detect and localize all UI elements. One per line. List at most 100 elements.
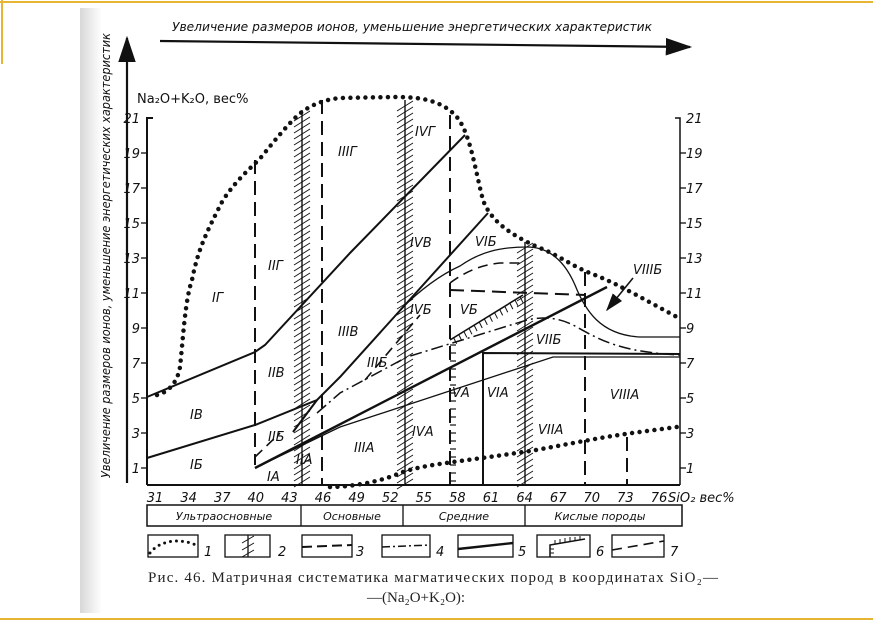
hatch-stroke — [516, 248, 534, 260]
hatch-stroke — [396, 448, 414, 460]
hatch-stroke — [293, 230, 311, 242]
x-tick-label: 34 — [180, 491, 197, 506]
hatch-stroke — [293, 308, 311, 320]
boundary-thin-a — [254, 356, 680, 469]
hatch-stroke — [293, 164, 311, 176]
hatch-stroke — [516, 272, 534, 284]
hatch-stroke — [396, 256, 414, 268]
caption-line-2: —(Na₂O+K₂O): — [366, 590, 465, 606]
hatch-stroke — [516, 338, 534, 350]
hatch-stroke — [516, 416, 534, 428]
hatch-stroke — [293, 356, 311, 368]
hatch-stroke — [293, 290, 311, 302]
tick-mark — [494, 312, 498, 319]
hatch-stroke — [516, 452, 534, 464]
hatch-stroke — [396, 166, 414, 178]
x-axis-label: SiO₂ вес% — [668, 491, 735, 506]
y-tick-label-right: 11 — [686, 287, 703, 302]
hatch-stroke — [293, 134, 311, 146]
y-tick-label-left: 15 — [123, 217, 140, 232]
hatch-stroke — [516, 446, 534, 458]
hatch-stroke — [293, 116, 311, 128]
left-axis — [146, 117, 153, 485]
hatch-stroke — [516, 440, 534, 452]
hatch-stroke — [396, 346, 414, 358]
hatch-stroke — [396, 118, 414, 130]
hatch-stroke — [396, 136, 414, 148]
boundary-iib — [292, 399, 318, 433]
field-label: IIГ — [268, 259, 285, 274]
dash-dot-boundary — [316, 317, 681, 414]
x-tick-label: 40 — [248, 491, 265, 506]
hatch-stroke — [293, 452, 311, 464]
hatch-stroke — [293, 458, 311, 470]
legend-item-solid: 5 — [457, 534, 526, 560]
hatch-stroke — [396, 334, 414, 346]
hatch-stroke — [293, 404, 311, 416]
tick-mark — [504, 306, 509, 313]
hatch-stroke — [293, 224, 311, 236]
hatch-stroke — [516, 278, 534, 290]
hatch-stroke — [396, 226, 414, 238]
hatch-stroke — [396, 418, 414, 430]
legend-number: 5 — [518, 545, 526, 560]
y-tick-label-left: 7 — [132, 357, 141, 372]
hatch-stroke — [293, 272, 311, 284]
hatch-stroke — [396, 130, 414, 142]
hatch-stroke — [516, 260, 534, 272]
tick-mark — [514, 299, 519, 307]
y-tick-label-left: 9 — [132, 322, 140, 337]
tick-mark — [473, 324, 478, 332]
hatch-stroke — [396, 376, 414, 388]
hatch-stroke — [396, 358, 414, 370]
viiib-pointer-arrow — [606, 277, 634, 312]
hatch-stroke — [516, 458, 534, 470]
hatch-stroke — [396, 316, 414, 328]
hatch-stroke — [396, 100, 414, 112]
rock-group-bar: Ультраосновные Основные Средние Кислые п… — [146, 504, 683, 527]
y-tick-label-right: 19 — [686, 147, 703, 162]
y-tick-label-left: 21 — [123, 112, 140, 127]
tick-mark — [478, 321, 483, 329]
legend-number: 2 — [278, 545, 286, 560]
hatch-stroke — [396, 286, 414, 298]
legend-number: 3 — [356, 545, 364, 560]
hatch-stroke — [396, 274, 414, 286]
right-axis — [675, 117, 681, 485]
field-label: VIIБ — [536, 333, 562, 348]
ticked-boundary — [449, 294, 524, 344]
y-tick-label-right: 21 — [686, 112, 703, 127]
hatch-stroke — [396, 478, 414, 490]
hatch-stroke — [516, 326, 534, 338]
field-label: IVВ — [410, 236, 432, 251]
hatch-stroke — [516, 320, 534, 332]
field-label: IВ — [190, 408, 203, 423]
field-label: IVА — [412, 425, 434, 440]
x-tick-label: 37 — [214, 491, 231, 506]
hatch-stroke — [516, 290, 534, 302]
hatch-stroke — [293, 332, 311, 344]
hatch-stroke — [516, 476, 534, 488]
field-label: VIIIА — [610, 388, 639, 403]
legend-item-ticked: 6 — [536, 534, 604, 560]
hatch-stroke — [293, 416, 311, 428]
hatch-stroke — [293, 314, 311, 326]
hatch-stroke — [396, 232, 414, 244]
field-label: IVБ — [410, 303, 432, 318]
y-tick-label-right: 7 — [686, 357, 695, 372]
hatch-stroke — [293, 326, 311, 338]
hatch-stroke — [396, 220, 414, 232]
x-tick-label: 70 — [584, 491, 601, 506]
hatch-stroke — [396, 208, 414, 220]
tick-mark — [519, 296, 524, 304]
y-tick-label-left: 5 — [132, 392, 140, 407]
field-label: VБ — [460, 303, 478, 318]
field-labels: IГ IIГ IIIГ IVГ IВ IIВ IIIВ IVВ IБ IIБ I… — [190, 125, 662, 485]
hatch-stroke — [293, 368, 311, 380]
hatch-stroke — [516, 302, 534, 314]
rock-group-intermediate: Средние — [439, 510, 489, 523]
field-label: VIА — [487, 386, 509, 401]
